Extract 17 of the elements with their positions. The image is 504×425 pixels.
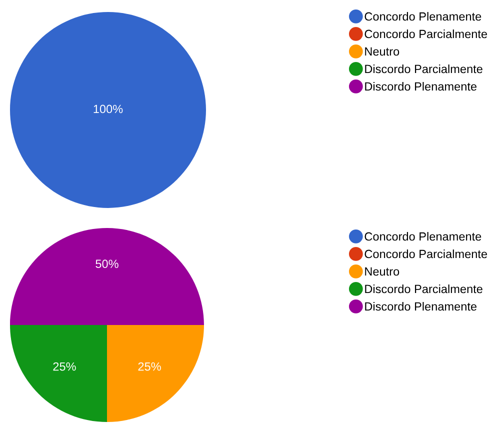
- data-label: 50%: [96, 260, 118, 268]
- legend-label: Discordo Parcialmente: [365, 64, 482, 74]
- data-label: 25%: [138, 362, 161, 371]
- legend-label: Discordo Plenamente: [365, 302, 477, 311]
- legend-label: Concordo Plenamente: [364, 12, 482, 21]
- legend-label: Neutro: [365, 267, 400, 276]
- legend-label: Discordo Plenamente: [365, 82, 477, 91]
- legend-label: Discordo Parcialmente: [365, 284, 482, 294]
- pie-slice: [107, 325, 204, 422]
- legend-label: Concordo Parcialmente: [364, 30, 488, 38]
- data-label: 25%: [53, 362, 76, 371]
- pie-slice: [10, 228, 204, 325]
- pie-slice: [10, 325, 107, 422]
- data-label: 100%: [94, 104, 123, 114]
- legend-label: Concordo Plenamente: [364, 232, 482, 241]
- legend-label: Concordo Parcialmente: [364, 250, 488, 258]
- legend-label: Neutro: [365, 47, 400, 56]
